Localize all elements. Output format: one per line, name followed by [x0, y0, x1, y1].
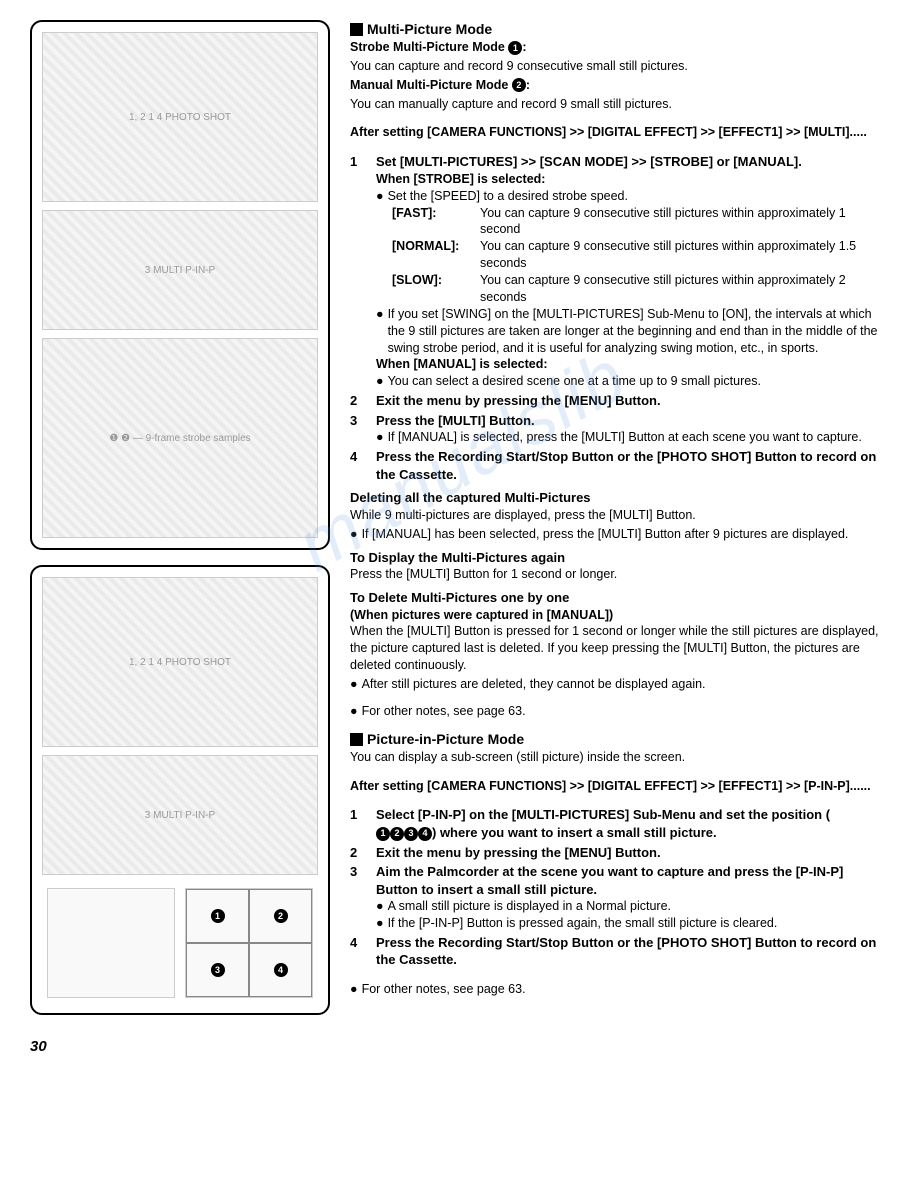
delete-one-note-text: After still pictures are deleted, they c…: [362, 676, 706, 693]
diagram-box-1: 1, 2 1 4 PHOTO SHOT 3 MULTI P-IN-P ❶ ❷ —…: [30, 20, 330, 550]
swing-note: ●If you set [SWING] on the [MULTI-PICTUR…: [376, 306, 888, 357]
page-number: 30: [30, 1038, 888, 1055]
square-bullet-icon: [350, 23, 363, 36]
diagram-box-2: 1, 2 1 4 PHOTO SHOT 3 MULTI P-IN-P 1 2 3…: [30, 565, 330, 1015]
other-notes-2: ●For other notes, see page 63.: [350, 981, 888, 998]
delete-one-body: When the [MULTI] Button is pressed for 1…: [350, 623, 888, 674]
step-num-3: 3: [350, 412, 364, 446]
pip-pos-4: 4: [249, 943, 312, 997]
pip-step2-title: Exit the menu by pressing the [MENU] But…: [376, 844, 888, 862]
slow-desc: You can capture 9 consecutive still pict…: [480, 272, 888, 306]
pip-step-4: 4 Press the Recording Start/Stop Button …: [350, 934, 888, 969]
after-setting-1: After setting [CAMERA FUNCTIONS] >> [DIG…: [350, 124, 888, 141]
step3-title: Press the [MULTI] Button.: [376, 412, 888, 430]
step-3: 3 Press the [MULTI] Button. ●If [MANUAL]…: [350, 412, 888, 446]
deleting-heading: Deleting all the captured Multi-Pictures: [350, 489, 888, 507]
pip-step-2: 2 Exit the menu by pressing the [MENU] B…: [350, 844, 888, 862]
set-speed-text: Set the [SPEED] to a desired strobe spee…: [388, 188, 628, 205]
strobe-selected-label: When [STROBE] is selected:: [376, 171, 888, 188]
after-setting-2: After setting [CAMERA FUNCTIONS] >> [DIG…: [350, 778, 888, 795]
other-notes-1-text: For other notes, see page 63.: [362, 703, 526, 720]
pip-step1-a: Select [P-IN-P] on the [MULTI-PICTURES] …: [376, 807, 830, 822]
pip-step3-note1-text: A small still picture is displayed in a …: [388, 898, 671, 915]
display-again-body: Press the [MULTI] Button for 1 second or…: [350, 566, 888, 583]
page-layout: 1, 2 1 4 PHOTO SHOT 3 MULTI P-IN-P ❶ ❷ —…: [30, 20, 888, 1030]
normal-label: [NORMAL]:: [392, 238, 472, 272]
circle-1-icon: 1: [508, 41, 522, 55]
manual-title: Manual Multi-Picture Mode: [350, 78, 508, 92]
multi-picture-grid-sample: ❶ ❷ — 9-frame strobe samples: [42, 338, 318, 538]
camcorder-diagram-top-1: 1, 2 1 4 PHOTO SHOT: [42, 32, 318, 202]
left-column: 1, 2 1 4 PHOTO SHOT 3 MULTI P-IN-P ❶ ❷ —…: [30, 20, 330, 1030]
manual-desc: You can manually capture and record 9 sm…: [350, 96, 888, 113]
pip-step-num-4: 4: [350, 934, 364, 969]
manual-note: ●You can select a desired scene one at a…: [376, 373, 888, 390]
speed-normal: [NORMAL]: You can capture 9 consecutive …: [376, 238, 888, 272]
pip-pos-2: 2: [249, 889, 312, 943]
pip-step3-note1: ●A small still picture is displayed in a…: [376, 898, 888, 915]
pip-step-num-3: 3: [350, 863, 364, 932]
deleting-line1: While 9 multi-pictures are displayed, pr…: [350, 507, 888, 524]
swing-note-text: If you set [SWING] on the [MULTI-PICTURE…: [388, 306, 888, 357]
pip-pos-1: 1: [186, 889, 249, 943]
other-notes-2-text: For other notes, see page 63.: [362, 981, 526, 998]
pip-step-num-2: 2: [350, 844, 364, 862]
step3-note: ●If [MANUAL] is selected, press the [MUL…: [376, 429, 888, 446]
set-speed-line: ●Set the [SPEED] to a desired strobe spe…: [376, 188, 888, 205]
pip-heading-text: Picture-in-Picture Mode: [367, 730, 524, 749]
deleting-line2: ●If [MANUAL] has been selected, press th…: [350, 526, 888, 543]
pip-screen-sample: [47, 888, 175, 998]
pip-step-num-1: 1: [350, 806, 364, 841]
speed-slow: [SLOW]: You can capture 9 consecutive st…: [376, 272, 888, 306]
pip-step3-note2-text: If the [P-IN-P] Button is pressed again,…: [388, 915, 778, 932]
pip-intro: You can display a sub-screen (still pict…: [350, 749, 888, 766]
pip-step-3: 3 Aim the Palmcorder at the scene you wa…: [350, 863, 888, 932]
camcorder-diagram-top-2: 1, 2 1 4 PHOTO SHOT: [42, 577, 318, 747]
camcorder-diagram-lcd-2: 3 MULTI P-IN-P: [42, 755, 318, 875]
other-notes-1: ●For other notes, see page 63.: [350, 703, 888, 720]
right-column: Multi-Picture Mode Strobe Multi-Picture …: [350, 20, 888, 1030]
step3-note-text: If [MANUAL] is selected, press the [MULT…: [388, 429, 862, 446]
manual-selected-label: When [MANUAL] is selected:: [376, 356, 888, 373]
step4-title: Press the Recording Start/Stop Button or…: [376, 448, 888, 483]
strobe-mode-line: Strobe Multi-Picture Mode 1:: [350, 39, 888, 56]
step-num-4: 4: [350, 448, 364, 483]
delete-one-note: ●After still pictures are deleted, they …: [350, 676, 888, 693]
multi-picture-heading-text: Multi-Picture Mode: [367, 20, 492, 39]
camcorder-diagram-lcd-1: 3 MULTI P-IN-P: [42, 210, 318, 330]
pip-step-1: 1 Select [P-IN-P] on the [MULTI-PICTURES…: [350, 806, 888, 841]
normal-desc: You can capture 9 consecutive still pict…: [480, 238, 888, 272]
pip-pos-3: 3: [186, 943, 249, 997]
pip-step1-b: ) where you want to insert a small still…: [432, 825, 717, 840]
step-2: 2 Exit the menu by pressing the [MENU] B…: [350, 392, 888, 410]
deleting-line2-text: If [MANUAL] has been selected, press the…: [362, 526, 849, 543]
display-again-heading: To Display the Multi-Pictures again: [350, 549, 888, 567]
strobe-title: Strobe Multi-Picture Mode: [350, 40, 505, 54]
step-4: 4 Press the Recording Start/Stop Button …: [350, 448, 888, 483]
pip-step3-title: Aim the Palmcorder at the scene you want…: [376, 863, 888, 898]
pip-step3-note2: ●If the [P-IN-P] Button is pressed again…: [376, 915, 888, 932]
speed-fast: [FAST]: You can capture 9 consecutive st…: [376, 205, 888, 239]
circle-2-icon: 2: [512, 78, 526, 92]
step-1: 1 Set [MULTI-PICTURES] >> [SCAN MODE] >>…: [350, 153, 888, 390]
pip-step1-title: Select [P-IN-P] on the [MULTI-PICTURES] …: [376, 806, 888, 841]
square-bullet-icon-2: [350, 733, 363, 746]
multi-picture-heading: Multi-Picture Mode: [350, 20, 888, 39]
step-num-2: 2: [350, 392, 364, 410]
delete-one-heading1: To Delete Multi-Pictures one by one: [350, 589, 888, 607]
delete-one-heading2: (When pictures were captured in [MANUAL]…: [350, 607, 888, 624]
step-num-1: 1: [350, 153, 364, 390]
strobe-desc: You can capture and record 9 consecutive…: [350, 58, 888, 75]
fast-desc: You can capture 9 consecutive still pict…: [480, 205, 888, 239]
pip-heading: Picture-in-Picture Mode: [350, 730, 888, 749]
step1-title: Set [MULTI-PICTURES] >> [SCAN MODE] >> […: [376, 153, 888, 171]
manual-mode-line: Manual Multi-Picture Mode 2:: [350, 77, 888, 94]
pip-position-diagram: 1 2 3 4: [42, 883, 318, 1003]
slow-label: [SLOW]:: [392, 272, 472, 306]
manual-note-text: You can select a desired scene one at a …: [388, 373, 761, 390]
pip-step4-title: Press the Recording Start/Stop Button or…: [376, 934, 888, 969]
fast-label: [FAST]:: [392, 205, 472, 239]
step2-title: Exit the menu by pressing the [MENU] But…: [376, 392, 888, 410]
